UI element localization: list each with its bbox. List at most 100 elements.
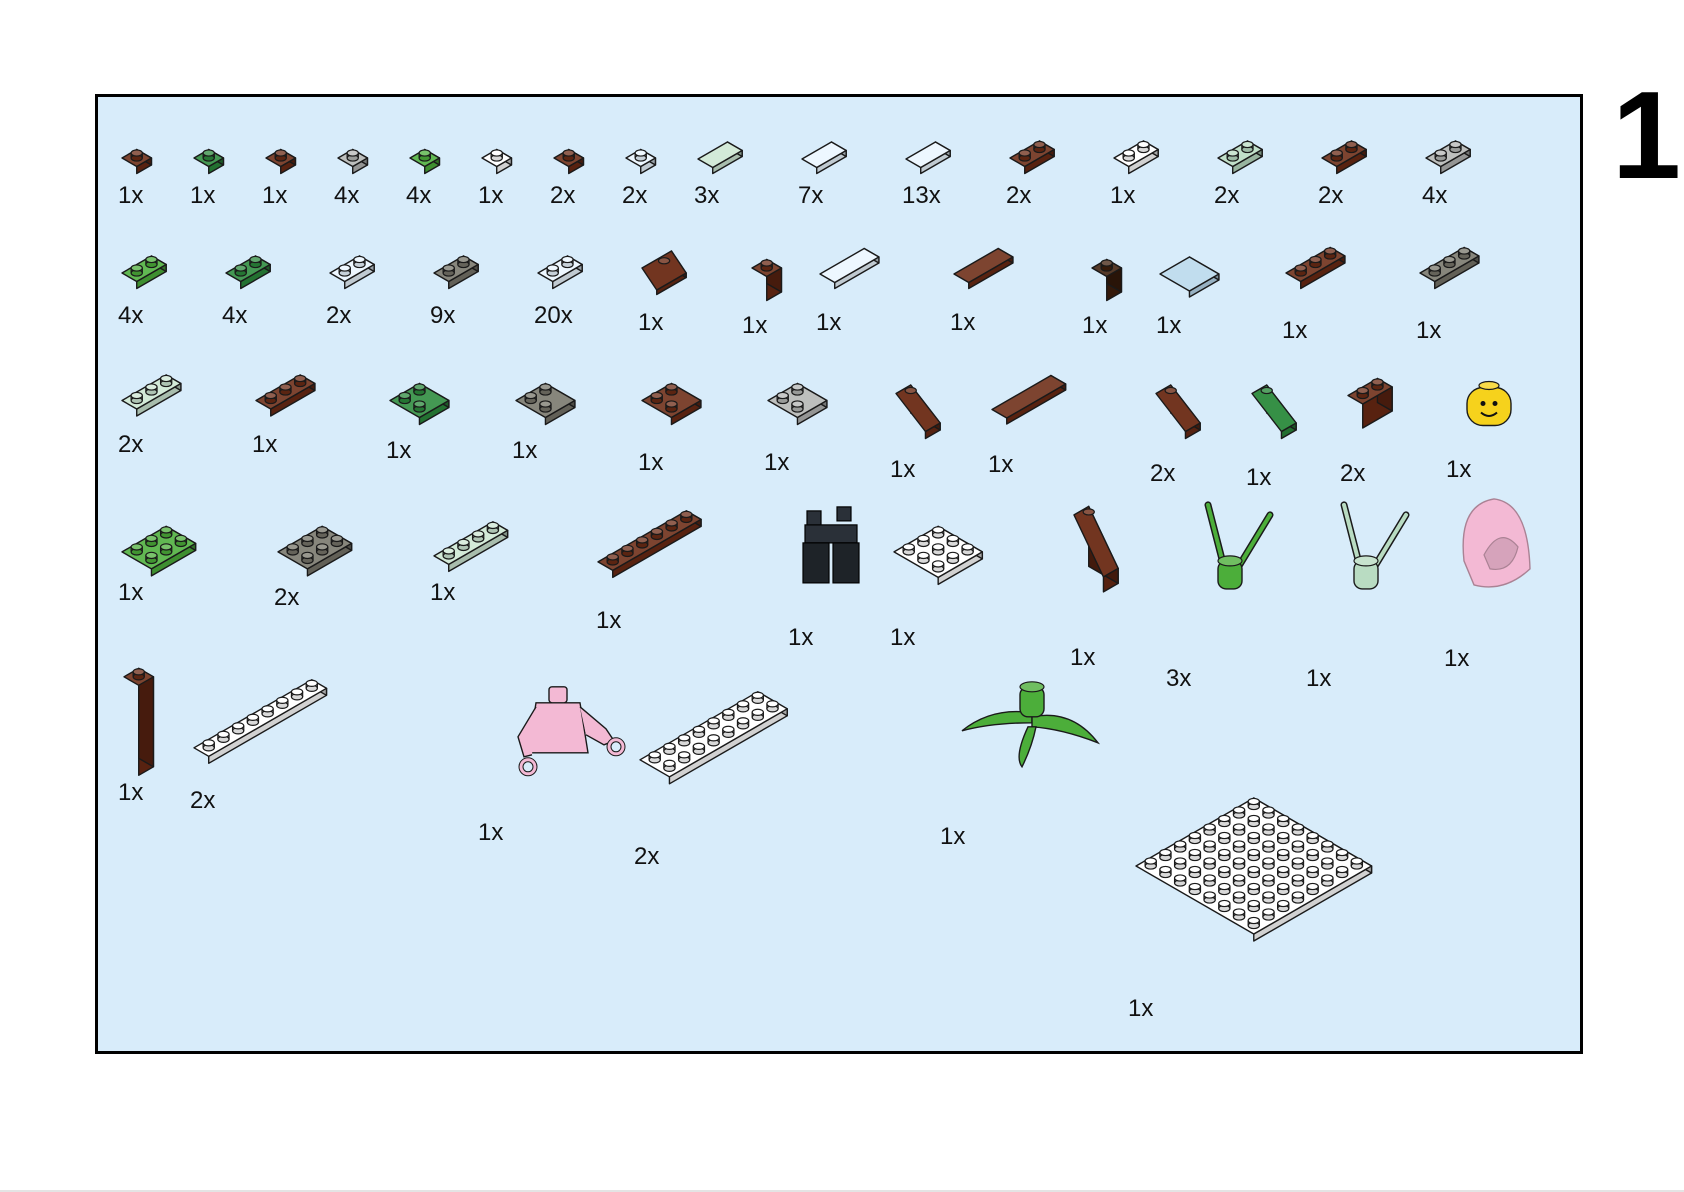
part-quantity: 1x	[596, 607, 621, 634]
part-quantity: 1x	[890, 456, 915, 483]
part-image	[953, 247, 1014, 290]
part-callout: 4x	[406, 148, 441, 209]
part-image	[1462, 498, 1531, 588]
part-quantity: 2x	[190, 787, 215, 814]
part-image	[121, 148, 153, 175]
part-image	[1009, 140, 1055, 175]
part-quantity: 3x	[694, 182, 719, 209]
part-quantity: 1x	[988, 451, 1013, 478]
part-quantity: 2x	[1150, 460, 1175, 487]
part-image	[433, 255, 479, 290]
part-callout: 2x	[634, 691, 788, 870]
part-image	[1217, 140, 1263, 175]
part-callout: 3x	[694, 141, 743, 209]
part-quantity: 4x	[118, 302, 143, 329]
part-quantity: 2x	[634, 843, 659, 870]
part-quantity: 1x	[1416, 317, 1441, 344]
part-image	[537, 255, 583, 290]
part-callout: 1x	[190, 148, 225, 209]
part-quantity: 1x	[638, 449, 663, 476]
part-image	[751, 258, 783, 302]
part-image	[225, 255, 271, 290]
part-callout: 13x	[902, 141, 951, 209]
part-callout: 2x	[1150, 384, 1201, 487]
part-callout: 1x	[1070, 505, 1119, 671]
part-quantity: 2x	[1006, 182, 1031, 209]
part-callout: 2x	[1214, 140, 1263, 209]
part-image	[121, 374, 182, 417]
part-quantity: 4x	[222, 302, 247, 329]
part-callout: 1x	[940, 681, 1101, 850]
part-callout: 1x	[512, 382, 576, 464]
part-callout: 1x	[890, 384, 941, 483]
part-image	[389, 382, 450, 426]
part-image	[121, 525, 197, 577]
part-callout: 2x	[190, 679, 328, 814]
part-callout: 2x	[326, 255, 375, 329]
part-quantity: 1x	[478, 819, 503, 846]
part-image	[517, 686, 626, 777]
part-quantity: 1x	[638, 309, 663, 336]
part-quantity: 2x	[274, 584, 299, 611]
part-quantity: 2x	[550, 182, 575, 209]
part-image	[553, 148, 585, 175]
part-callout: 1x	[252, 374, 316, 458]
part-image	[1340, 501, 1410, 590]
part-quantity: 1x	[252, 431, 277, 458]
part-callout: 1x	[1128, 797, 1373, 1022]
part-callout: 1x	[1306, 501, 1410, 692]
part-image	[265, 148, 297, 175]
part-callout: 1x	[262, 148, 297, 209]
part-image	[277, 525, 353, 577]
part-quantity: 1x	[950, 309, 975, 336]
part-quantity: 1x	[1306, 665, 1331, 692]
part-image	[1419, 246, 1480, 290]
part-quantity: 1x	[118, 182, 143, 209]
part-image	[1091, 258, 1123, 302]
part-quantity: 20x	[534, 302, 573, 329]
part-callout: 1x	[386, 382, 450, 464]
part-quantity: 1x	[1156, 312, 1181, 339]
part-quantity: 1x	[890, 624, 915, 651]
part-image	[193, 148, 225, 175]
part-quantity: 4x	[406, 182, 431, 209]
part-image	[639, 691, 788, 785]
part-image	[1155, 384, 1201, 440]
part-callout: 1x	[890, 525, 984, 651]
part-callout: 1x	[742, 258, 783, 339]
part-callout: 7x	[798, 141, 847, 209]
part-callout: 1x	[1156, 256, 1220, 339]
part-image	[123, 667, 155, 776]
part-image	[337, 148, 369, 175]
part-quantity: 2x	[1340, 460, 1365, 487]
part-quantity: 1x	[1128, 995, 1153, 1022]
part-callout: 1x	[118, 525, 197, 606]
part-callout: 1x	[596, 510, 702, 634]
part-image	[991, 374, 1067, 425]
part-callout: 2x	[1318, 140, 1367, 209]
part-image	[1135, 797, 1373, 942]
part-callout: 1x	[478, 686, 626, 846]
part-quantity: 1x	[1070, 644, 1095, 671]
page-bottom-rule	[0, 1190, 1684, 1192]
part-image	[641, 250, 687, 296]
part-callout: 1x	[1110, 140, 1159, 209]
part-callout: 1x	[950, 247, 1014, 336]
part-callout: 1x	[988, 374, 1067, 478]
part-callout: 1x	[430, 521, 509, 606]
part-quantity: 4x	[1422, 182, 1447, 209]
part-quantity: 1x	[940, 823, 965, 850]
part-callout: 4x	[334, 148, 369, 209]
part-image	[1466, 380, 1512, 427]
part-image	[1159, 256, 1220, 298]
part-image	[802, 506, 860, 584]
part-image	[895, 384, 941, 440]
part-quantity: 2x	[1214, 182, 1239, 209]
part-callout: 2x	[1006, 140, 1055, 209]
part-quantity: 3x	[1166, 665, 1191, 692]
part-callout: 1x	[1246, 384, 1297, 491]
part-image	[329, 255, 375, 290]
part-callout: 1x	[788, 506, 860, 651]
part-image	[255, 374, 316, 417]
